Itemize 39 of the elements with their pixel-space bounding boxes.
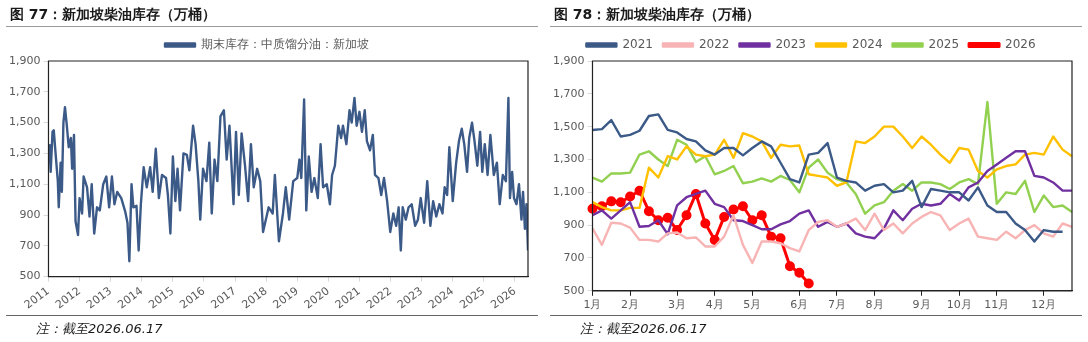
text: 注：截至2026.06.17 (6, 315, 538, 342)
legend-label: 期末库存：中质馏分油：新加坡 (201, 37, 369, 52)
legend-label: 2025 (928, 37, 960, 52)
y-tick-label: 900 (563, 218, 585, 231)
x-tick-label: 9月 (912, 298, 931, 312)
legend-label: 2024 (852, 37, 883, 52)
chart-title: 图 77：新加坡柴油库存（万桶） (6, 0, 538, 27)
y-tick-label: 900 (19, 207, 41, 221)
y-tick-label: 1,500 (552, 119, 585, 133)
x-tick-label: 2月 (621, 298, 640, 312)
x-tick-label: 10月 (946, 298, 972, 312)
y-tick-label: 1,900 (8, 53, 41, 67)
y-tick-label: 1,700 (8, 84, 41, 98)
x-tick-label: 7月 (827, 298, 846, 312)
legend-label: 2022 (698, 37, 730, 52)
y-tick-label: 700 (19, 238, 41, 252)
x-tick-label: 12月 (1031, 298, 1057, 312)
y-tick-label: 1,500 (8, 115, 41, 129)
y-tick-label: 1,100 (552, 185, 585, 199)
y-tick-label: 500 (563, 283, 585, 297)
y-tick-label: 1,300 (8, 146, 41, 160)
x-tick-label: 11月 (984, 298, 1010, 312)
text: 注：截至2026.06.17 (550, 315, 1082, 342)
x-tick-label: 6月 (790, 298, 809, 312)
y-tick-label: 1,700 (552, 86, 585, 100)
legend-label: 2023 (775, 37, 807, 52)
legend-label: 2021 (622, 37, 653, 52)
legend-label: 2026 (1005, 37, 1036, 52)
y-tick-label: 500 (19, 269, 41, 283)
y-tick-label: 700 (563, 250, 585, 264)
y-tick-label: 1,100 (8, 177, 41, 191)
x-tick-label: 5月 (743, 298, 762, 312)
x-tick-label: 4月 (705, 298, 724, 312)
x-tick-label: 8月 (865, 298, 884, 312)
x-tick-label: 1月 (583, 298, 602, 312)
y-tick-label: 1,900 (552, 53, 585, 67)
y-tick-label: 1,300 (552, 152, 585, 166)
x-tick-label: 3月 (668, 298, 687, 312)
chart-title: 图 78：新加坡柴油库存（万桶） (550, 0, 1082, 27)
